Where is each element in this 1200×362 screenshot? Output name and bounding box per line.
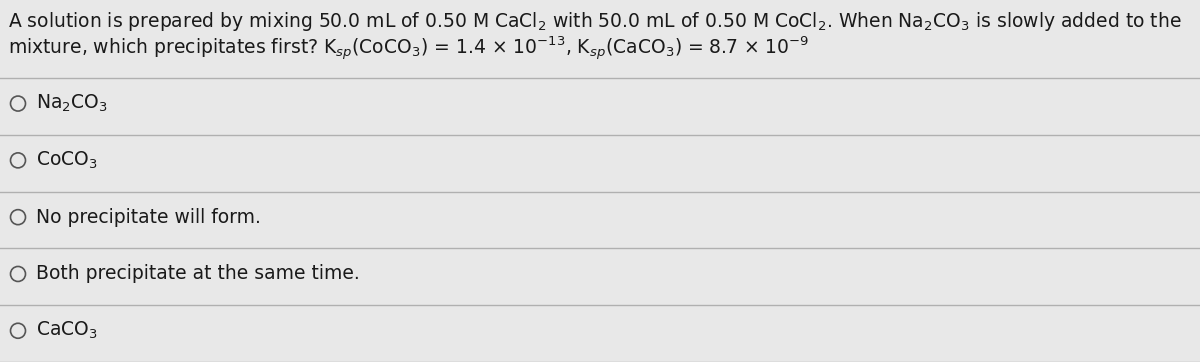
Text: mixture, which precipitates first? K$_{sp}$(CoCO$_3$) = 1.4 × 10$^{-13}$, K$_{sp: mixture, which precipitates first? K$_{s…	[8, 35, 810, 63]
Text: Na$_2$CO$_3$: Na$_2$CO$_3$	[36, 93, 108, 114]
Text: No precipitate will form.: No precipitate will form.	[36, 208, 260, 227]
Text: CoCO$_3$: CoCO$_3$	[36, 150, 98, 171]
Text: Both precipitate at the same time.: Both precipitate at the same time.	[36, 265, 360, 283]
Text: CaCO$_3$: CaCO$_3$	[36, 320, 98, 341]
Text: A solution is prepared by mixing 50.0 mL of 0.50 M CaCl$_2$ with 50.0 mL of 0.50: A solution is prepared by mixing 50.0 mL…	[8, 10, 1182, 33]
